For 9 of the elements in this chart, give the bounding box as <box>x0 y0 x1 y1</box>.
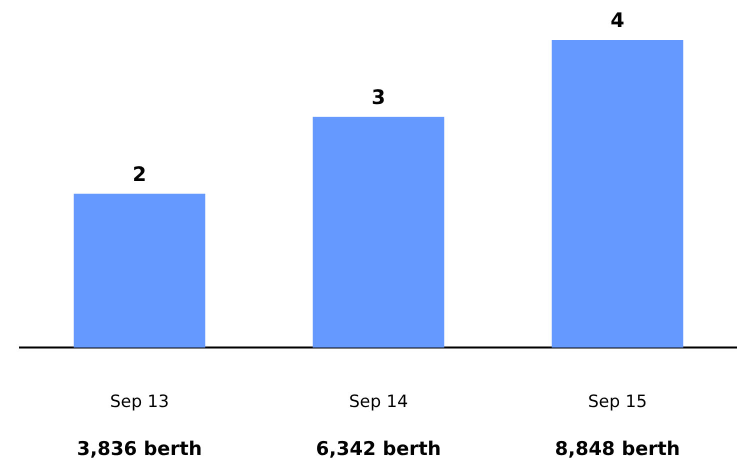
x-tick-label: Sep 13 <box>110 392 170 412</box>
text: 3,836 berth <box>76 438 202 460</box>
data-label: 2 <box>132 162 146 186</box>
data-label: 3 <box>372 85 386 110</box>
text: 6,342 berth <box>316 438 442 460</box>
x-tick-label: Sep 15 <box>588 392 648 412</box>
data-label: 4 <box>610 8 624 32</box>
x-tick-label: Sep 14 <box>348 392 408 412</box>
text: 8,848 berth <box>554 438 680 460</box>
